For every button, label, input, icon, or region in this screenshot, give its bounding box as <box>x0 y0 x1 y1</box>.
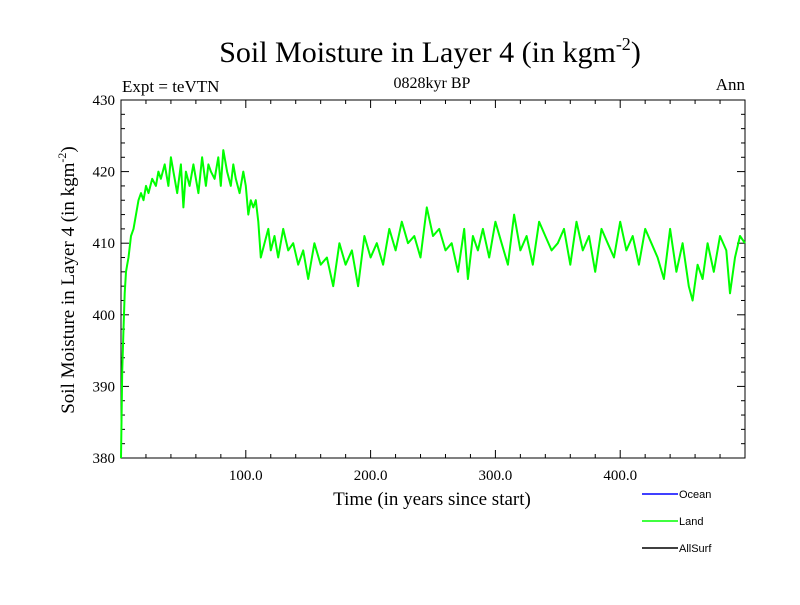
series-layer <box>120 149 746 459</box>
legend-label-land: Land <box>679 516 703 528</box>
y-tick-label: 390 <box>93 379 116 395</box>
chart-subtitle: 0828kyr BP <box>394 75 471 92</box>
y-tick-label: 380 <box>93 451 116 467</box>
x-tick-label: 300.0 <box>479 468 513 484</box>
x-axis-label: Time (in years since start) <box>333 489 531 510</box>
x-tick-label: 200.0 <box>354 468 388 484</box>
series-line-land <box>120 149 746 459</box>
legend-label-allsurf: AllSurf <box>679 543 712 555</box>
y-tick-label: 430 <box>93 93 116 109</box>
legend-label-ocean: Ocean <box>679 489 711 501</box>
plot-frame <box>120 99 746 459</box>
y-axis-label: Soil Moisture in Layer 4 (in kgm-2) <box>55 146 79 414</box>
legend: Ocean Land AllSurf <box>642 489 712 555</box>
x-tick-label: 100.0 <box>229 468 263 484</box>
left-label: Expt = teVTN <box>122 77 219 96</box>
y-tick-label: 410 <box>93 236 116 252</box>
chart-title: Soil Moisture in Layer 4 (in kgm-2) <box>219 34 641 69</box>
x-axis: 100.0 200.0 300.0 400.0 <box>145 100 721 484</box>
y-tick-label: 400 <box>93 308 116 324</box>
y-axis: 380 390 400 410 420 430 <box>93 93 745 467</box>
right-label: Ann <box>716 75 746 94</box>
y-tick-label: 420 <box>93 165 116 181</box>
x-tick-label: 400.0 <box>603 468 637 484</box>
